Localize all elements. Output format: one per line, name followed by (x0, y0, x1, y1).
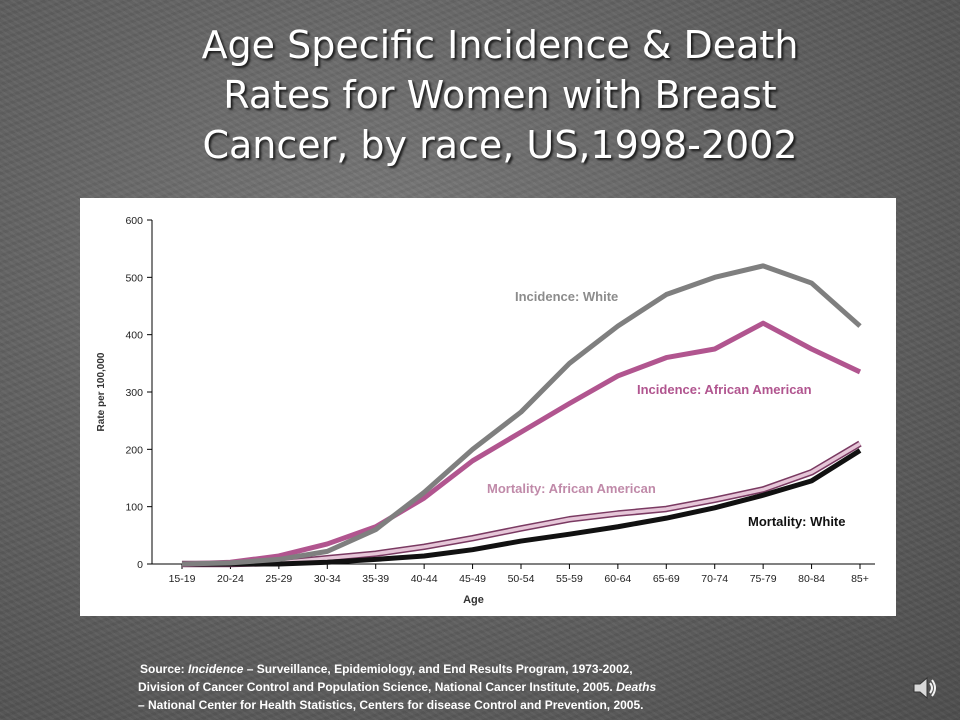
x-tick-label: 25-29 (265, 573, 292, 585)
source-line-3: – National Center for Health Statistics,… (138, 696, 838, 714)
y-tick-label: 100 (125, 502, 143, 514)
source-line-1: Source: Incidence – Surveillance, Epidem… (138, 660, 838, 678)
source-line-3-text: – National Center for Health Statistics,… (138, 698, 644, 712)
x-tick-label: 35-39 (362, 573, 389, 585)
chart-panel: 0 100 200 300 400 500 600 15-19 20-24 25-29 30-34 3… (80, 198, 896, 616)
y-tick-label: 200 (125, 444, 143, 456)
series-line-mortality-white (182, 448, 862, 567)
y-tick-label: 300 (125, 387, 143, 399)
source-line-2-italic: Deaths (616, 680, 657, 694)
x-tick-label: 50-54 (508, 573, 535, 585)
series-annotation: Incidence: African American (637, 382, 812, 397)
series-annotation: Incidence: White (515, 289, 618, 304)
x-tick-label: 65-69 (653, 573, 680, 585)
source-citation: Source: Incidence – Surveillance, Epidem… (138, 660, 838, 714)
y-tick-label: 400 (125, 330, 143, 342)
series-line-mortality-african-american (182, 442, 861, 566)
y-axis-label: Rate per 100,000 (96, 352, 107, 431)
x-axis-label: Age (463, 594, 484, 606)
x-tick-label: 55-59 (556, 573, 583, 585)
source-line-1-italic: Incidence (188, 662, 244, 676)
line-chart: 0 100 200 300 400 500 600 15-19 20-24 25-29 30-34 3… (96, 215, 875, 606)
series-annotation: Mortality: White (748, 514, 846, 529)
x-tick-label: 20-24 (217, 573, 244, 585)
x-tick-label: 45-49 (459, 573, 486, 585)
y-tick-label: 0 (137, 559, 143, 571)
speaker-icon[interactable] (910, 673, 940, 703)
x-tick-label: 40-44 (411, 573, 438, 585)
x-tick-label: 60-64 (604, 573, 631, 585)
x-tick-label: 70-74 (701, 573, 728, 585)
source-line-2: Division of Cancer Control and Populatio… (138, 678, 838, 696)
x-tick-label: 80-84 (798, 573, 825, 585)
title-line-3: Cancer, by race, US,1998-2002 (202, 123, 798, 167)
x-tick-label: 75-79 (750, 573, 777, 585)
x-tick-label: 85+ (851, 573, 869, 585)
series-line-mortality-african-american-outline (182, 440, 862, 568)
y-tick-label: 600 (125, 215, 143, 227)
source-line-2-text: Division of Cancer Control and Populatio… (138, 680, 617, 694)
title-line-1: Age Specific Incidence & Death (201, 23, 799, 67)
series-line-incidence-african-american (181, 320, 862, 567)
source-line-1-prefix: Source: (140, 662, 189, 676)
x-tick-label: 30-34 (314, 573, 341, 585)
source-line-1-rest: – Surveillance, Epidemiology, and End Re… (243, 662, 633, 676)
title-line-2: Rates for Women with Breast (223, 73, 777, 117)
x-tick-label: 15-19 (169, 573, 196, 585)
slide-title: Age Specific Incidence & Death Rates for… (90, 20, 910, 170)
y-tick-label: 500 (125, 272, 143, 284)
series-annotation: Mortality: African American (487, 481, 656, 496)
series-line-incidence-white (181, 263, 862, 567)
